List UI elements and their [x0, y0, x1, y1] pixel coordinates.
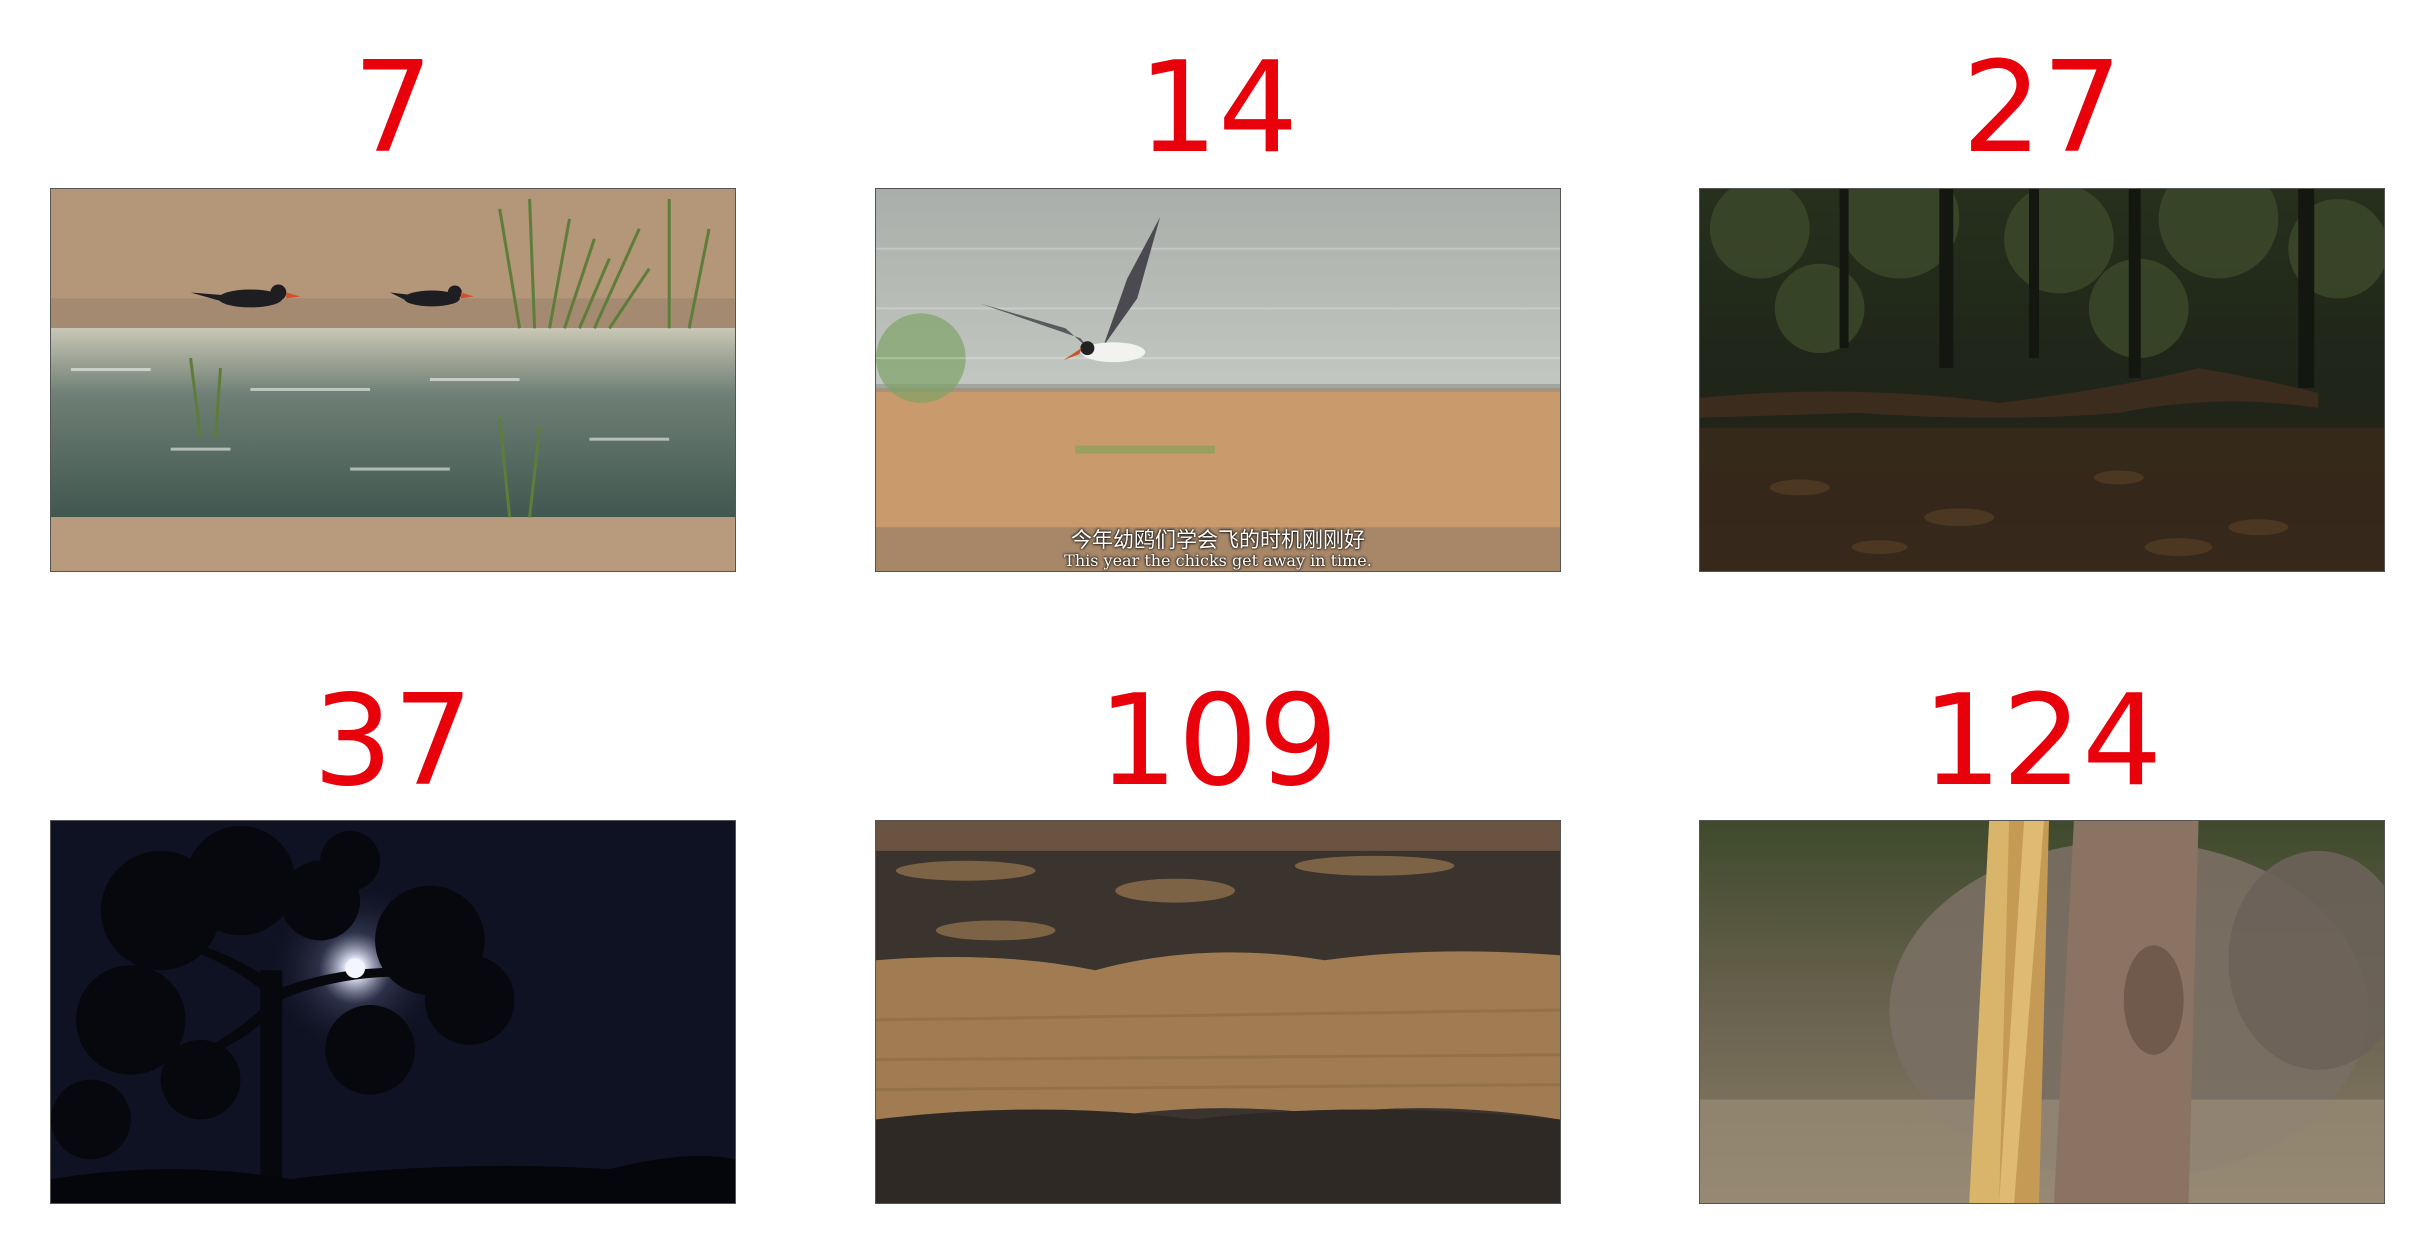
frame-109-image — [875, 820, 1561, 1204]
frame-label-7: 7 — [352, 34, 434, 181]
subtitle-chinese: 今年幼鸥们学会飞的时机刚刚好 — [1071, 528, 1365, 552]
subtitle-english: This year the chicks get away in time. — [1064, 551, 1372, 570]
mudflat-scene — [876, 821, 1560, 1203]
frame-37-image — [50, 820, 736, 1204]
frame-label-37: 37 — [312, 667, 474, 814]
sandbar-birds-scene — [51, 189, 735, 571]
night-tree-scene — [51, 821, 735, 1203]
tree-silhouette — [51, 825, 515, 1203]
frame-7-image — [50, 188, 736, 572]
frame-label-27: 27 — [1961, 34, 2123, 181]
frame-14-image: 今年幼鸥们学会飞的时机刚刚好 This year the chicks get … — [875, 188, 1561, 572]
skimmer-bird-right — [390, 285, 462, 307]
frame-label-109: 109 — [1097, 667, 1339, 814]
flying-bird-scene — [876, 189, 1560, 571]
frame-124-image — [1699, 820, 2385, 1204]
fallen-log — [1700, 368, 2319, 418]
frame-label-14: 14 — [1137, 34, 1299, 181]
frame-27-image — [1699, 188, 2385, 572]
wet-sand-bank — [876, 951, 1560, 1125]
forest-scene — [1700, 189, 2384, 571]
tree-trunks — [1969, 821, 2199, 1203]
frame-label-124: 124 — [1921, 667, 2163, 814]
elephant-tree-scene — [1700, 821, 2384, 1203]
skimmer-bird-left — [190, 284, 287, 308]
moon — [345, 958, 366, 979]
skimmer-in-flight — [979, 216, 1161, 363]
